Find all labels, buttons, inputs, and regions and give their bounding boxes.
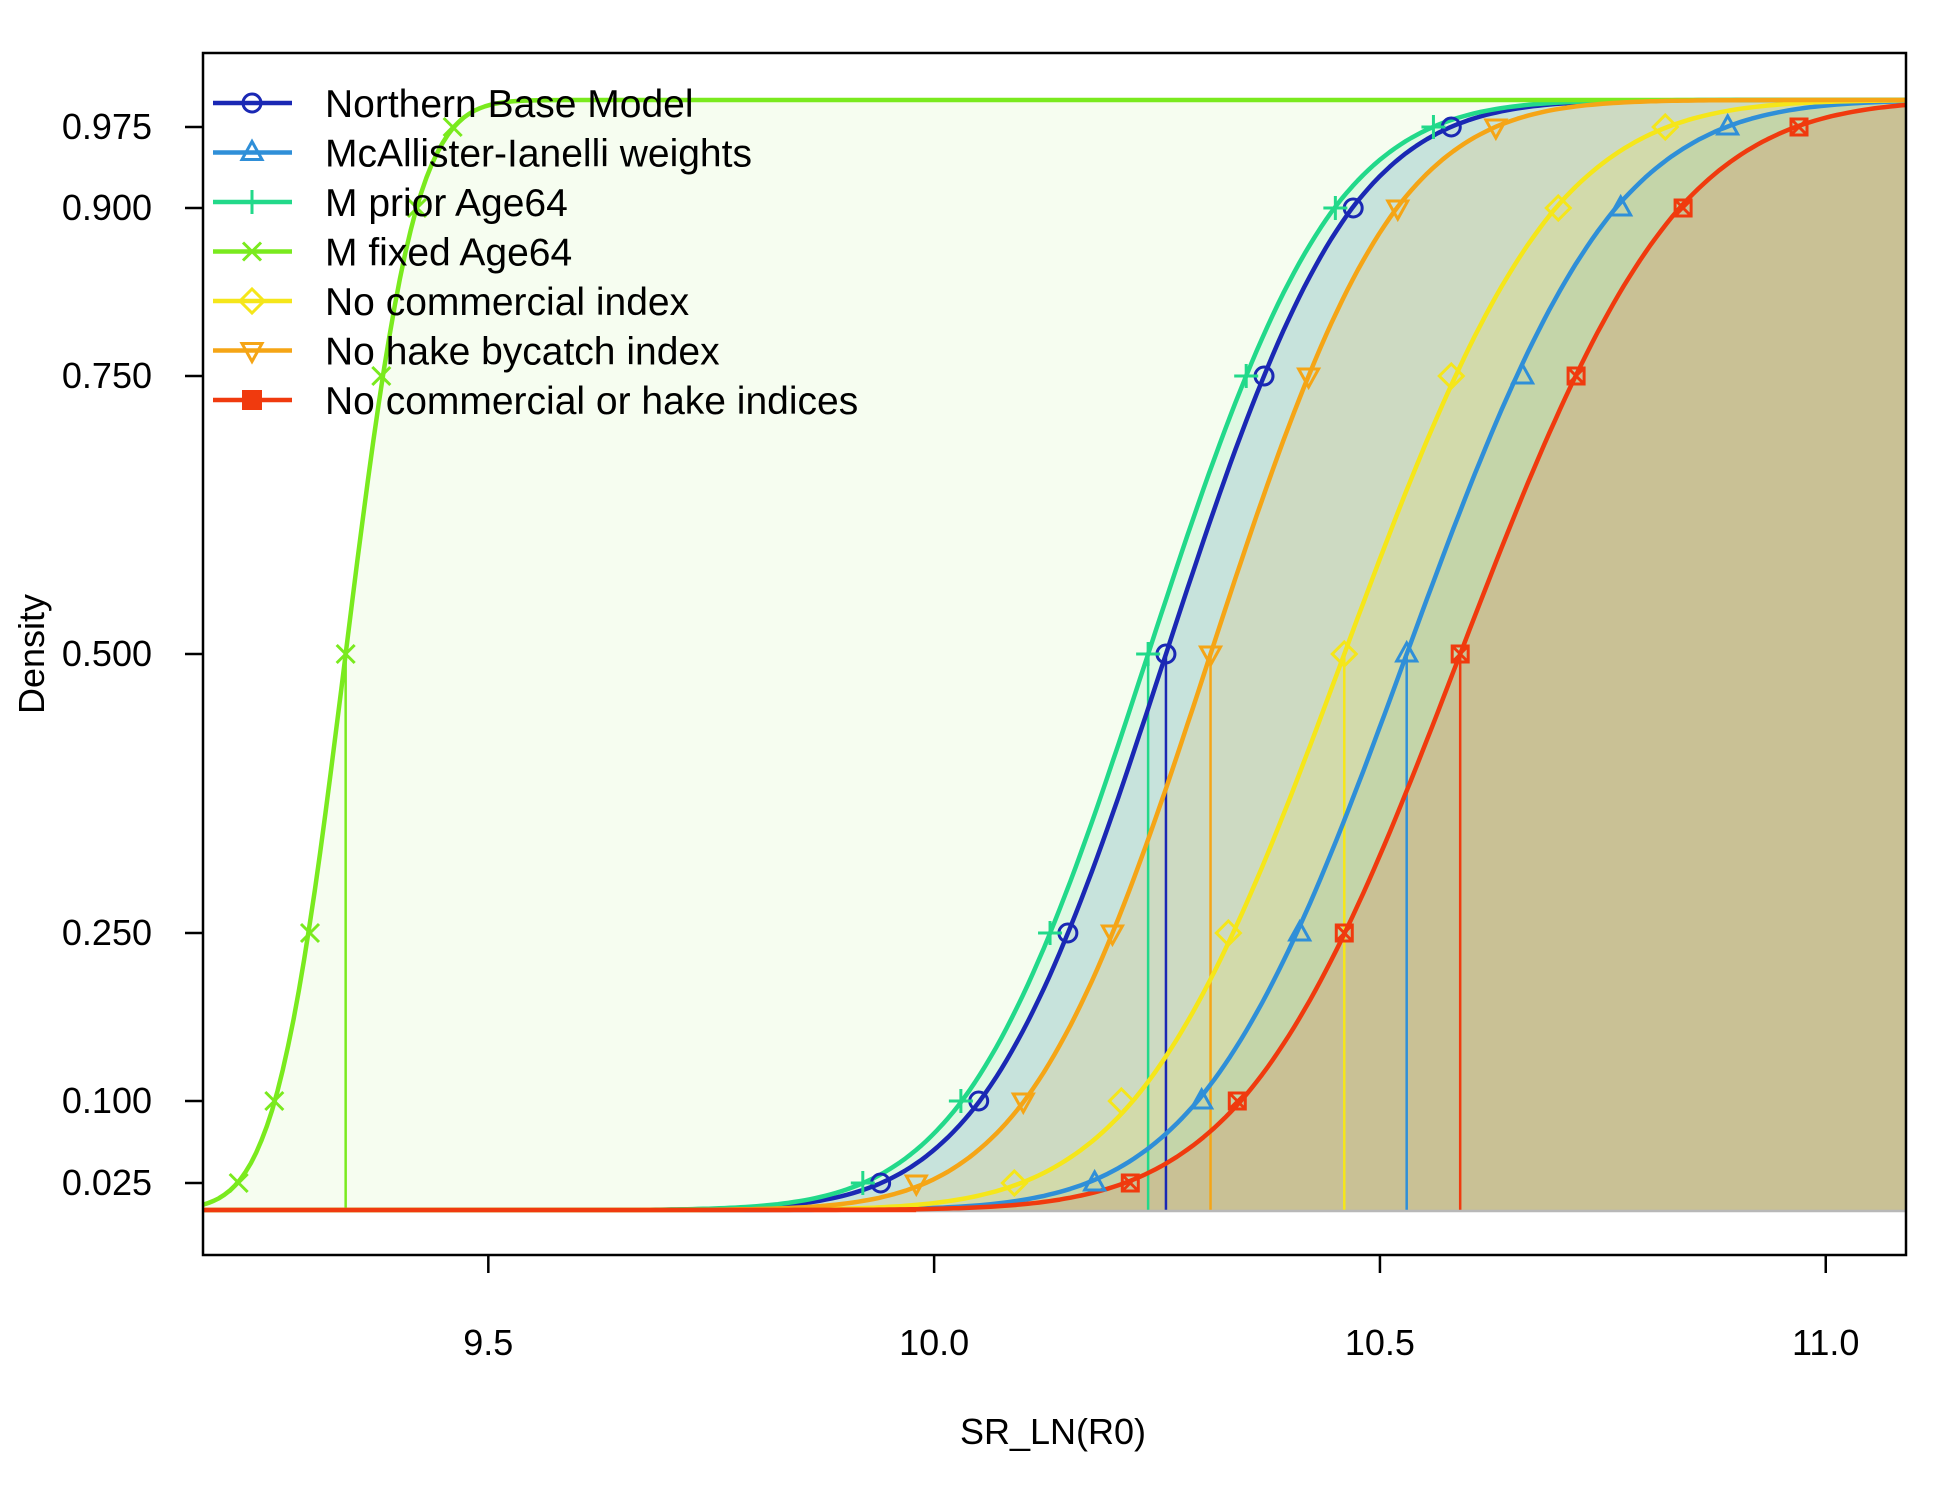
legend-marker-no-commercial-or-hake-indices: [242, 390, 262, 410]
legend-marker-mcallister-ianelli-weights: [239, 138, 265, 161]
y-tick-label-0: 0.025: [62, 1162, 152, 1203]
cdf-curve-m-fixed-age64: [203, 97, 1906, 1207]
marker-no-hake-bycatch-index-5: [1385, 199, 1411, 223]
cdf-curves: [203, 97, 1906, 1213]
marker-mcallister-ianelli-weights-1: [1189, 1086, 1215, 1110]
marker-no-commercial-or-hake-indices-2: [1334, 923, 1354, 943]
cdf-curve-no-commercial-or-hake-indices: [203, 102, 1906, 1213]
legend-label-m-fixed-age64: M fixed Age64: [325, 232, 572, 275]
marker-no-commercial-index-1: [1107, 1086, 1136, 1116]
marker-m-fixed-age64-4: [371, 365, 392, 387]
fill-area-no-hake-bycatch-index: [203, 100, 1906, 1210]
x-tick-label-0: 9.5: [463, 1322, 513, 1363]
marker-no-commercial-index-3: [1330, 639, 1359, 669]
y-tick-label-5: 0.900: [62, 187, 152, 228]
marker-no-commercial-index-2: [1214, 918, 1243, 948]
marker-mcallister-ianelli-weights-3: [1394, 639, 1420, 663]
marker-m-fixed-age64-5: [406, 197, 428, 219]
marker-no-hake-bycatch-index-0: [903, 1174, 929, 1198]
marker-m-fixed-age64-6: [442, 116, 463, 138]
marker-m-prior-age64-0: [850, 1171, 875, 1195]
marker-no-hake-bycatch-index-4: [1296, 367, 1322, 391]
quantile-markers: [228, 112, 1809, 1198]
marker-no-commercial-index-6: [1651, 112, 1680, 142]
marker-m-prior-age64-6: [1421, 115, 1446, 139]
legend-label-northern-base-model: Northern Base Model: [325, 83, 694, 126]
x-tick-label-3: 11.0: [1792, 1322, 1859, 1363]
marker-no-commercial-index-0: [1000, 1168, 1029, 1198]
legend-label-no-commercial-index: No commercial index: [325, 281, 690, 324]
legend: Northern Base Model McAllister-Ianelli we…: [213, 83, 858, 423]
marker-no-commercial-or-hake-indices-0: [1120, 1173, 1140, 1193]
marker-mcallister-ianelli-weights-6: [1715, 112, 1741, 136]
legend-label-m-prior-age64: M prior Age64: [325, 182, 568, 225]
x-axis: 9.5 10.0 10.5 11.0: [463, 1255, 1859, 1363]
marker-m-prior-age64-2: [1038, 921, 1063, 945]
marker-mcallister-ianelli-weights-4: [1510, 361, 1536, 385]
marker-m-fixed-age64-3: [335, 643, 356, 665]
legend-marker-no-hake-bycatch-index: [239, 342, 265, 365]
marker-m-prior-age64-5: [1323, 196, 1348, 220]
y-axis: 0.025 0.100 0.250 0.500 0.750 0.900 0.975: [62, 106, 203, 1203]
marker-m-fixed-age64-0: [228, 1172, 249, 1194]
legend-label-no-hake-bycatch-index: No hake bycatch index: [325, 331, 720, 374]
marker-no-commercial-or-hake-indices-5: [1673, 198, 1693, 218]
x-tick-label-2: 10.5: [1345, 1322, 1415, 1363]
legend-marker-no-commercial-index: [237, 286, 267, 316]
y-tick-label-1: 0.100: [62, 1080, 152, 1121]
marker-m-fixed-age64-2: [299, 922, 321, 944]
legend-marker-northern-base-model: [241, 92, 263, 114]
marker-no-commercial-index-4: [1437, 361, 1466, 391]
marker-m-prior-age64-4: [1234, 364, 1259, 388]
marker-mcallister-ianelli-weights-2: [1287, 918, 1313, 942]
fill-area-no-commercial-or-hake-indices: [203, 105, 1906, 1210]
legend-label-mcallister-ianelli-weights: McAllister-Ianelli weights: [325, 133, 752, 176]
marker-mcallister-ianelli-weights-0: [1082, 1168, 1108, 1192]
marker-mcallister-ianelli-weights-5: [1608, 193, 1634, 217]
x-axis-label: SR_LN(R0): [960, 1411, 1146, 1452]
marker-no-hake-bycatch-index-2: [1099, 924, 1126, 948]
marker-no-commercial-index-5: [1544, 193, 1573, 223]
y-tick-label-3: 0.500: [62, 633, 152, 674]
marker-no-commercial-or-hake-indices-3: [1450, 644, 1470, 664]
fill-area-m-prior-age64: [203, 100, 1906, 1210]
marker-m-fixed-age64-1: [264, 1090, 285, 1112]
marker-no-commercial-or-hake-indices-4: [1566, 366, 1586, 386]
marker-no-hake-bycatch-index-1: [1010, 1092, 1036, 1116]
y-tick-label-4: 0.750: [62, 355, 152, 396]
marker-no-commercial-or-hake-indices-6: [1789, 117, 1809, 137]
fill-area-no-commercial-index: [203, 100, 1906, 1210]
fill-area-mcallister-ianelli-weights: [203, 101, 1906, 1211]
marker-no-commercial-or-hake-indices-1: [1227, 1091, 1247, 1111]
y-tick-label-2: 0.250: [62, 912, 152, 953]
series-fill-areas: [203, 100, 1906, 1211]
fill-area-m-fixed-age64: [203, 100, 1906, 1210]
legend-label-no-commercial-or-hake-indices: No commercial or hake indices: [325, 380, 858, 423]
legend-marker-m-prior-age64: [240, 190, 264, 214]
marker-m-prior-age64-3: [1136, 642, 1161, 666]
y-axis-label: Density: [11, 594, 52, 714]
marker-no-hake-bycatch-index-6: [1483, 118, 1509, 142]
marker-m-prior-age64-1: [948, 1089, 973, 1113]
y-tick-label-6: 0.975: [62, 106, 152, 147]
fill-area-northern-base-model: [203, 100, 1906, 1210]
marker-no-hake-bycatch-index-3: [1197, 645, 1224, 669]
legend-marker-m-fixed-age64: [241, 241, 263, 262]
x-tick-label-1: 10.0: [899, 1322, 969, 1363]
